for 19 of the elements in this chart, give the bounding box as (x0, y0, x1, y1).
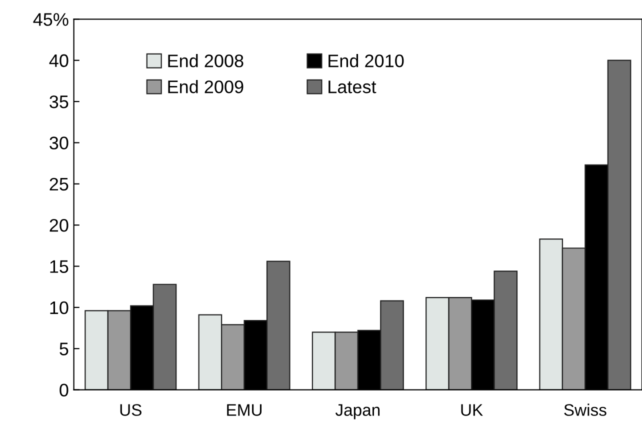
x-tick-label: US (120, 404, 142, 416)
legend-label: Latest (328, 80, 376, 94)
legend-label: End 2010 (328, 54, 404, 68)
x-tick-label: EMU (227, 404, 262, 416)
y-tick-label: 5 (60, 342, 68, 356)
y-tick-label: 40 (49, 54, 68, 68)
y-tick-label: 15 (50, 260, 68, 273)
y-tick-label: 20 (50, 219, 68, 232)
legend-label: End 2009 (168, 80, 244, 94)
legend-label: End 2008 (168, 54, 244, 68)
y-tick-label: 10 (50, 301, 68, 314)
y-tick-label: 30 (50, 136, 68, 150)
x-tick-label: UK (461, 404, 483, 416)
x-tick-label: Japan (335, 404, 380, 420)
y-tick-label: 35 (50, 95, 68, 108)
x-tick-label: Swiss (564, 404, 606, 416)
y-tick-label: 45% (33, 13, 68, 26)
y-tick-label: 25 (50, 178, 68, 191)
y-tick-label: 0 (60, 384, 68, 397)
